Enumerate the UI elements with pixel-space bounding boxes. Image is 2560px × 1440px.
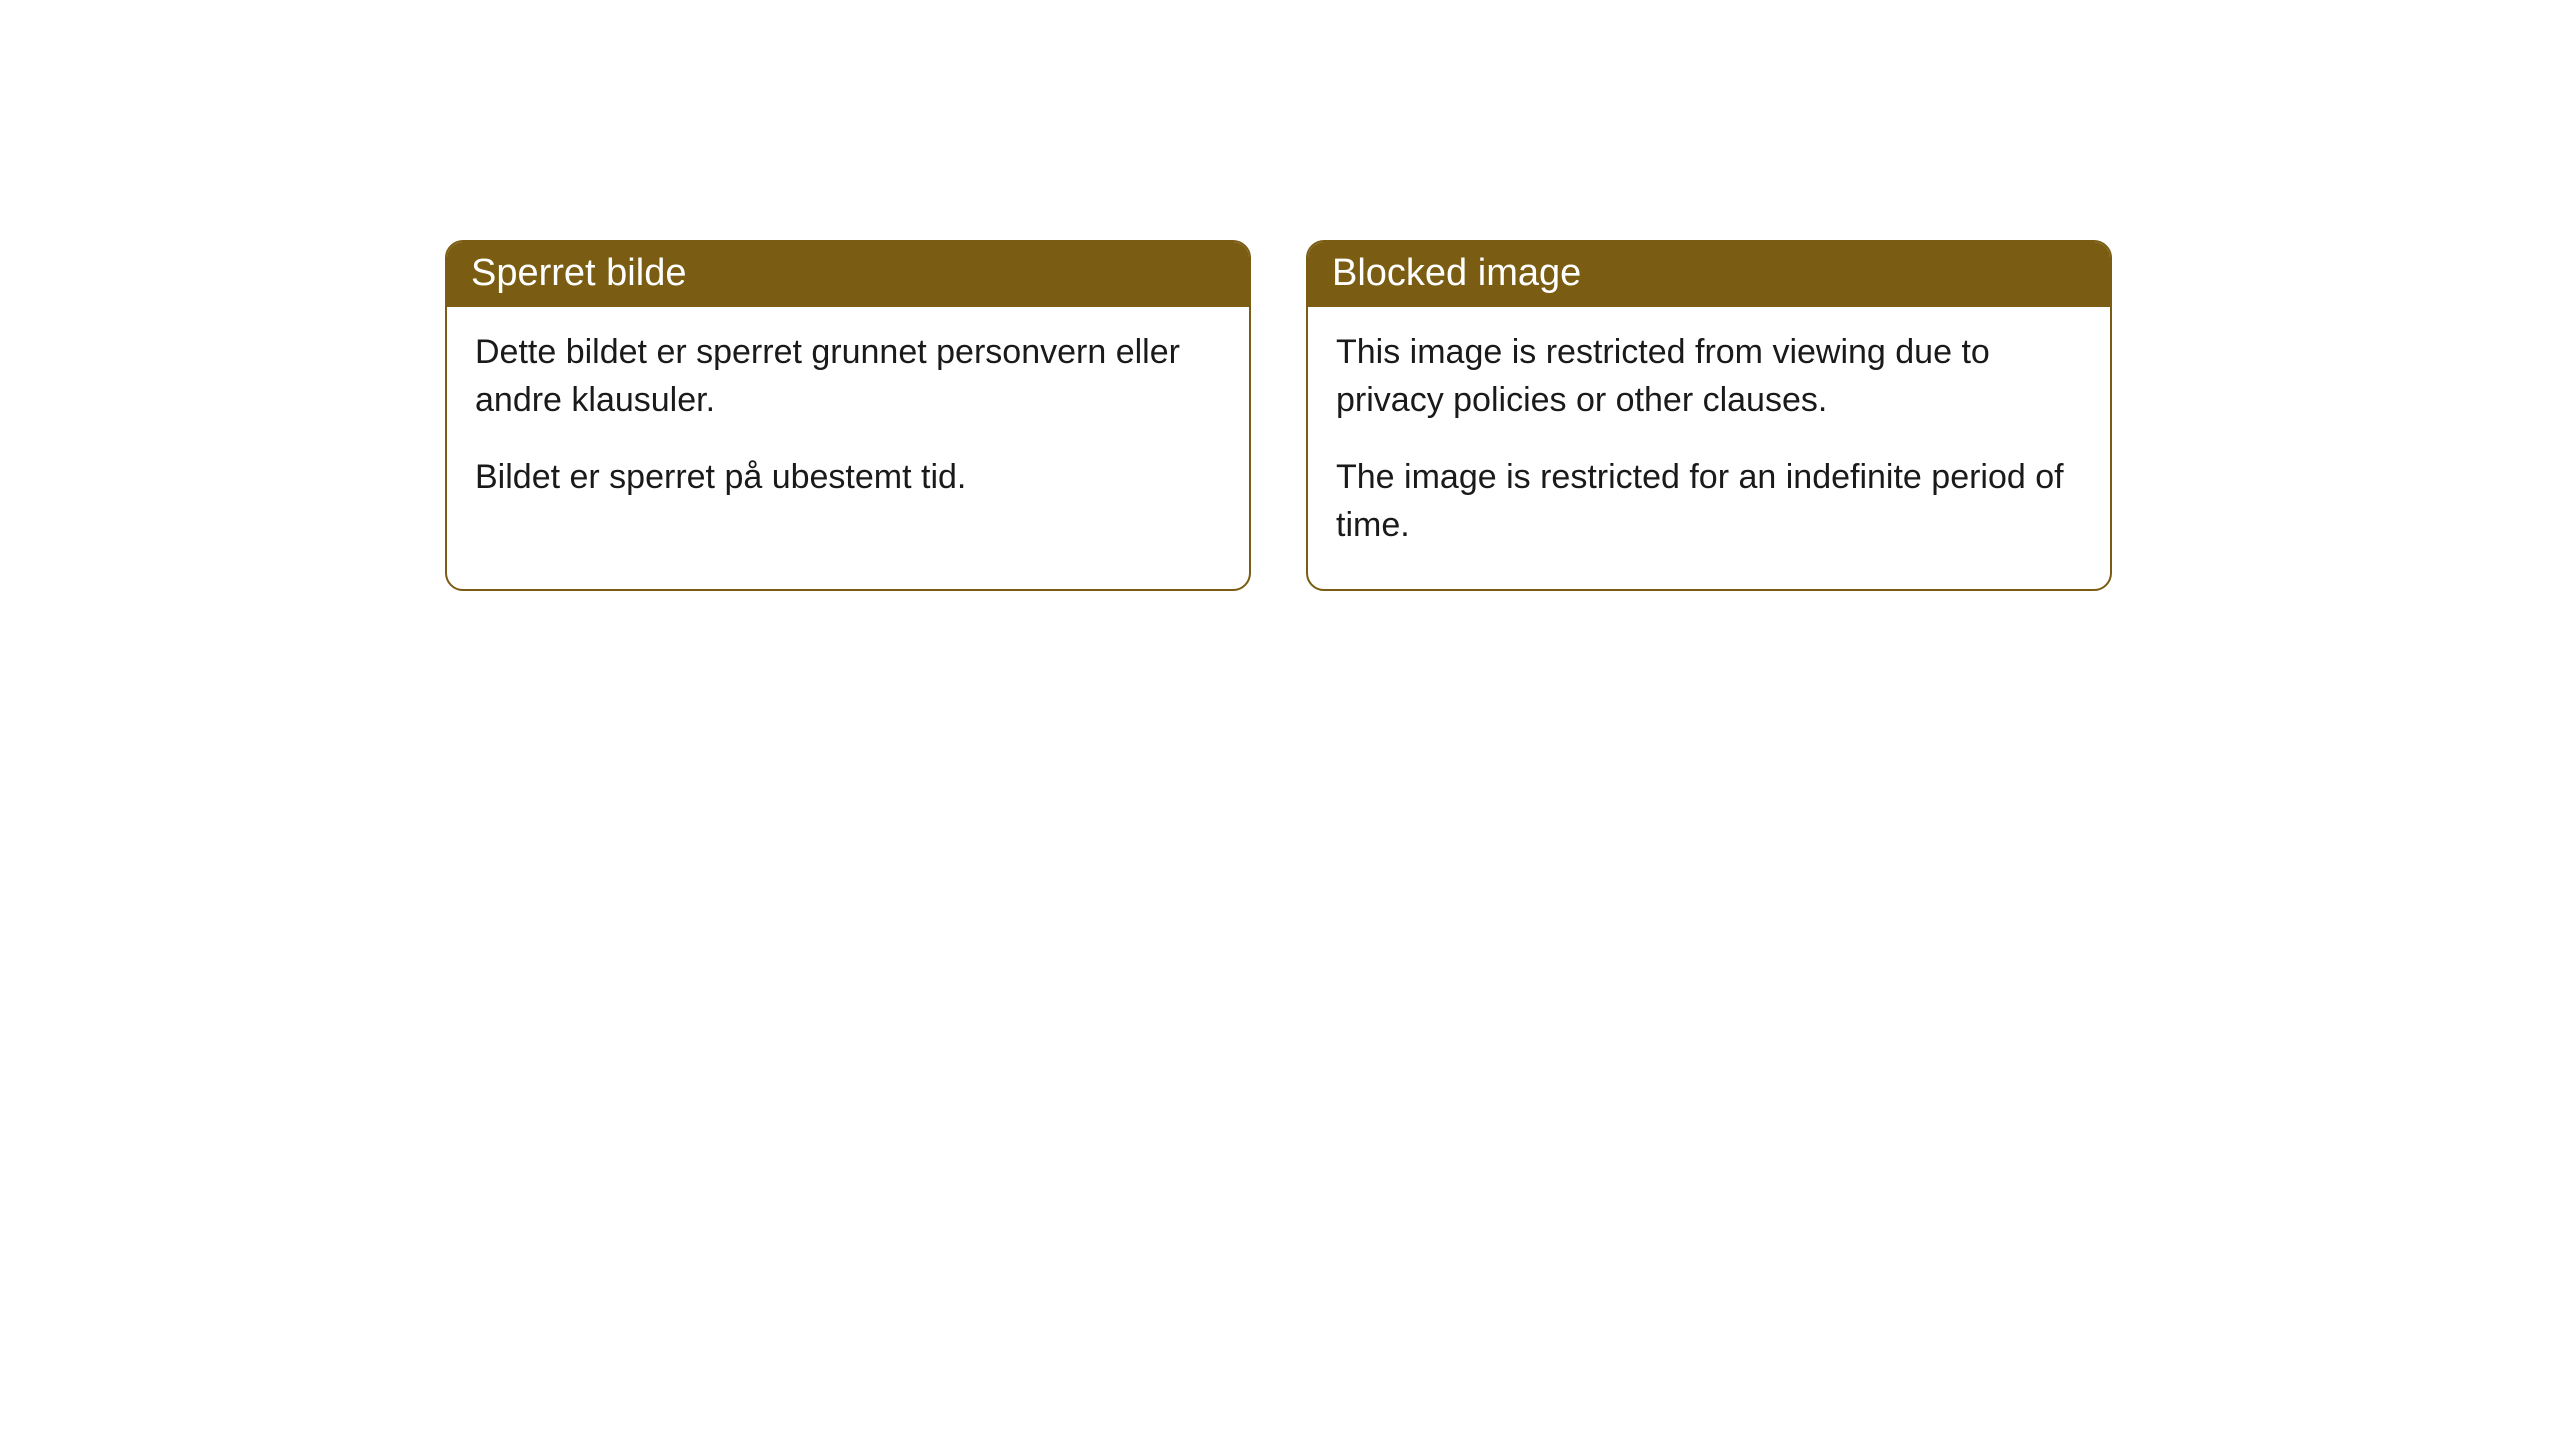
notice-header-norwegian: Sperret bilde <box>447 242 1249 307</box>
notice-header-english: Blocked image <box>1308 242 2110 307</box>
notice-body-english: This image is restricted from viewing du… <box>1308 307 2110 589</box>
notice-paragraph-1: This image is restricted from viewing du… <box>1336 329 2082 424</box>
notice-card-english: Blocked image This image is restricted f… <box>1306 240 2112 591</box>
notice-body-norwegian: Dette bildet er sperret grunnet personve… <box>447 307 1249 542</box>
notice-paragraph-2: The image is restricted for an indefinit… <box>1336 454 2082 549</box>
notice-card-norwegian: Sperret bilde Dette bildet er sperret gr… <box>445 240 1251 591</box>
notice-paragraph-1: Dette bildet er sperret grunnet personve… <box>475 329 1221 424</box>
notice-paragraph-2: Bildet er sperret på ubestemt tid. <box>475 454 1221 502</box>
notice-container: Sperret bilde Dette bildet er sperret gr… <box>0 0 2560 591</box>
